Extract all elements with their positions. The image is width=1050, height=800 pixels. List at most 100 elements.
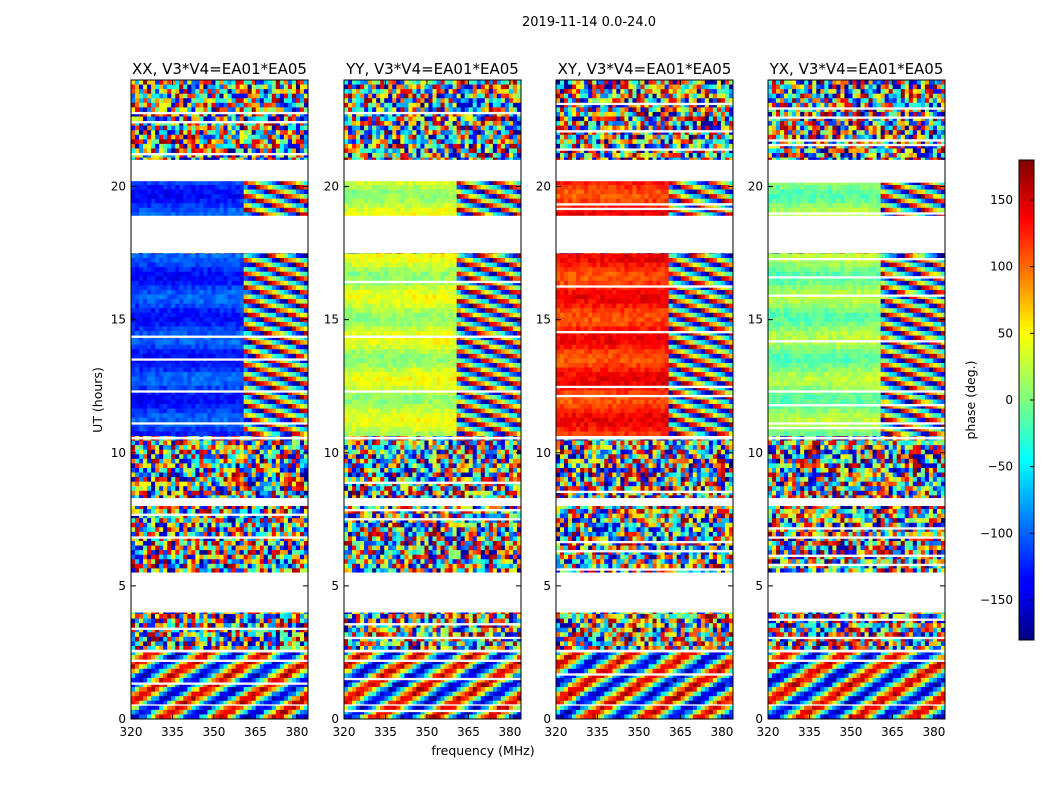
heatmap-cell xyxy=(284,85,288,90)
heatmap-cell xyxy=(288,381,292,386)
heatmap-cell xyxy=(207,253,211,258)
heatmap-cell xyxy=(139,326,143,331)
heatmap-cell xyxy=(147,518,151,523)
heatmap-cell xyxy=(272,377,276,382)
heatmap-cell xyxy=(167,290,171,295)
heatmap-cell xyxy=(143,107,147,112)
heatmap-cell xyxy=(211,463,215,468)
heatmap-cell xyxy=(151,103,155,108)
heatmap-cell xyxy=(167,564,171,569)
heatmap-cell xyxy=(256,263,260,268)
heatmap-cell xyxy=(167,454,171,459)
heatmap-cell xyxy=(240,253,244,258)
heatmap-cell xyxy=(232,546,236,551)
heatmap-cell xyxy=(215,107,219,112)
heatmap-cell xyxy=(260,550,264,555)
heatmap-cell xyxy=(163,395,167,400)
heatmap-cell xyxy=(244,276,248,281)
heatmap-cell xyxy=(280,144,284,149)
heatmap-cell xyxy=(280,413,284,418)
heatmap-cell xyxy=(131,486,135,491)
heatmap-cell xyxy=(187,267,191,272)
heatmap-cell xyxy=(143,299,147,304)
heatmap-cell xyxy=(240,295,244,300)
heatmap-cell xyxy=(264,559,268,564)
heatmap-cell xyxy=(272,340,276,345)
heatmap-cell xyxy=(195,276,199,281)
heatmap-cell xyxy=(224,523,228,528)
heatmap-cell xyxy=(288,276,292,281)
heatmap-cell xyxy=(215,308,219,313)
heatmap-cell xyxy=(151,326,155,331)
heatmap-cell xyxy=(131,331,135,336)
heatmap-cell xyxy=(147,409,151,414)
heatmap-cell xyxy=(143,523,147,528)
heatmap-cell xyxy=(292,304,296,309)
heatmap-cell xyxy=(147,313,151,318)
heatmap-cell xyxy=(296,331,300,336)
heatmap-cell xyxy=(183,381,187,386)
heatmap-cell xyxy=(191,418,195,423)
heatmap-cell xyxy=(240,473,244,478)
heatmap-cell xyxy=(256,126,260,131)
heatmap-cell xyxy=(224,427,228,432)
heatmap-cell xyxy=(139,276,143,281)
heatmap-cell xyxy=(280,80,284,85)
heatmap-cell xyxy=(211,372,215,377)
heatmap-cell xyxy=(203,372,207,377)
heatmap-cell xyxy=(240,94,244,99)
heatmap-cell xyxy=(232,144,236,149)
heatmap-cell xyxy=(264,532,268,537)
heatmap-cell xyxy=(292,409,296,414)
heatmap-cell xyxy=(175,107,179,112)
heatmap-cell xyxy=(220,117,224,122)
heatmap-cell xyxy=(159,194,163,199)
heatmap-cell xyxy=(292,468,296,473)
heatmap-cell xyxy=(240,148,244,153)
heatmap-cell xyxy=(256,258,260,263)
heatmap-cell xyxy=(143,404,147,409)
heatmap-cell xyxy=(232,194,236,199)
heatmap-cell xyxy=(256,107,260,112)
heatmap-cell xyxy=(183,395,187,400)
heatmap-cell xyxy=(203,431,207,436)
heatmap-cell xyxy=(195,295,199,300)
heatmap-cell xyxy=(163,546,167,551)
heatmap-cell xyxy=(244,363,248,368)
heatmap-cell xyxy=(215,89,219,94)
heatmap-cell xyxy=(207,431,211,436)
heatmap-cell xyxy=(207,285,211,290)
heatmap-cell xyxy=(151,509,155,514)
heatmap-cell xyxy=(155,107,159,112)
heatmap-cell xyxy=(139,144,143,149)
heatmap-cell xyxy=(207,386,211,391)
heatmap-cell xyxy=(300,94,304,99)
heatmap-cell xyxy=(167,263,171,268)
heatmap-cell xyxy=(179,409,183,414)
heatmap-cell xyxy=(187,263,191,268)
heatmap-cell xyxy=(167,555,171,560)
heatmap-cell xyxy=(171,304,175,309)
heatmap-cell xyxy=(224,322,228,327)
heatmap-cell xyxy=(195,564,199,569)
heatmap-cell xyxy=(191,290,195,295)
heatmap-cell xyxy=(240,413,244,418)
heatmap-cell xyxy=(252,331,256,336)
heatmap-cell xyxy=(191,532,195,537)
heatmap-cell xyxy=(300,409,304,414)
heatmap-cell xyxy=(191,203,195,208)
heatmap-cell xyxy=(240,304,244,309)
heatmap-cell xyxy=(147,459,151,464)
heatmap-cell xyxy=(288,546,292,551)
heatmap-cell xyxy=(236,482,240,487)
heatmap-cell xyxy=(232,386,236,391)
heatmap-cell xyxy=(256,272,260,277)
heatmap-cell xyxy=(232,117,236,122)
heatmap-cell xyxy=(276,450,280,455)
heatmap-cell xyxy=(191,253,195,258)
heatmap-cell xyxy=(280,190,284,195)
heatmap-cell xyxy=(300,459,304,464)
heatmap-cell xyxy=(292,85,296,90)
heatmap-cell xyxy=(296,326,300,331)
heatmap-cell xyxy=(167,418,171,423)
